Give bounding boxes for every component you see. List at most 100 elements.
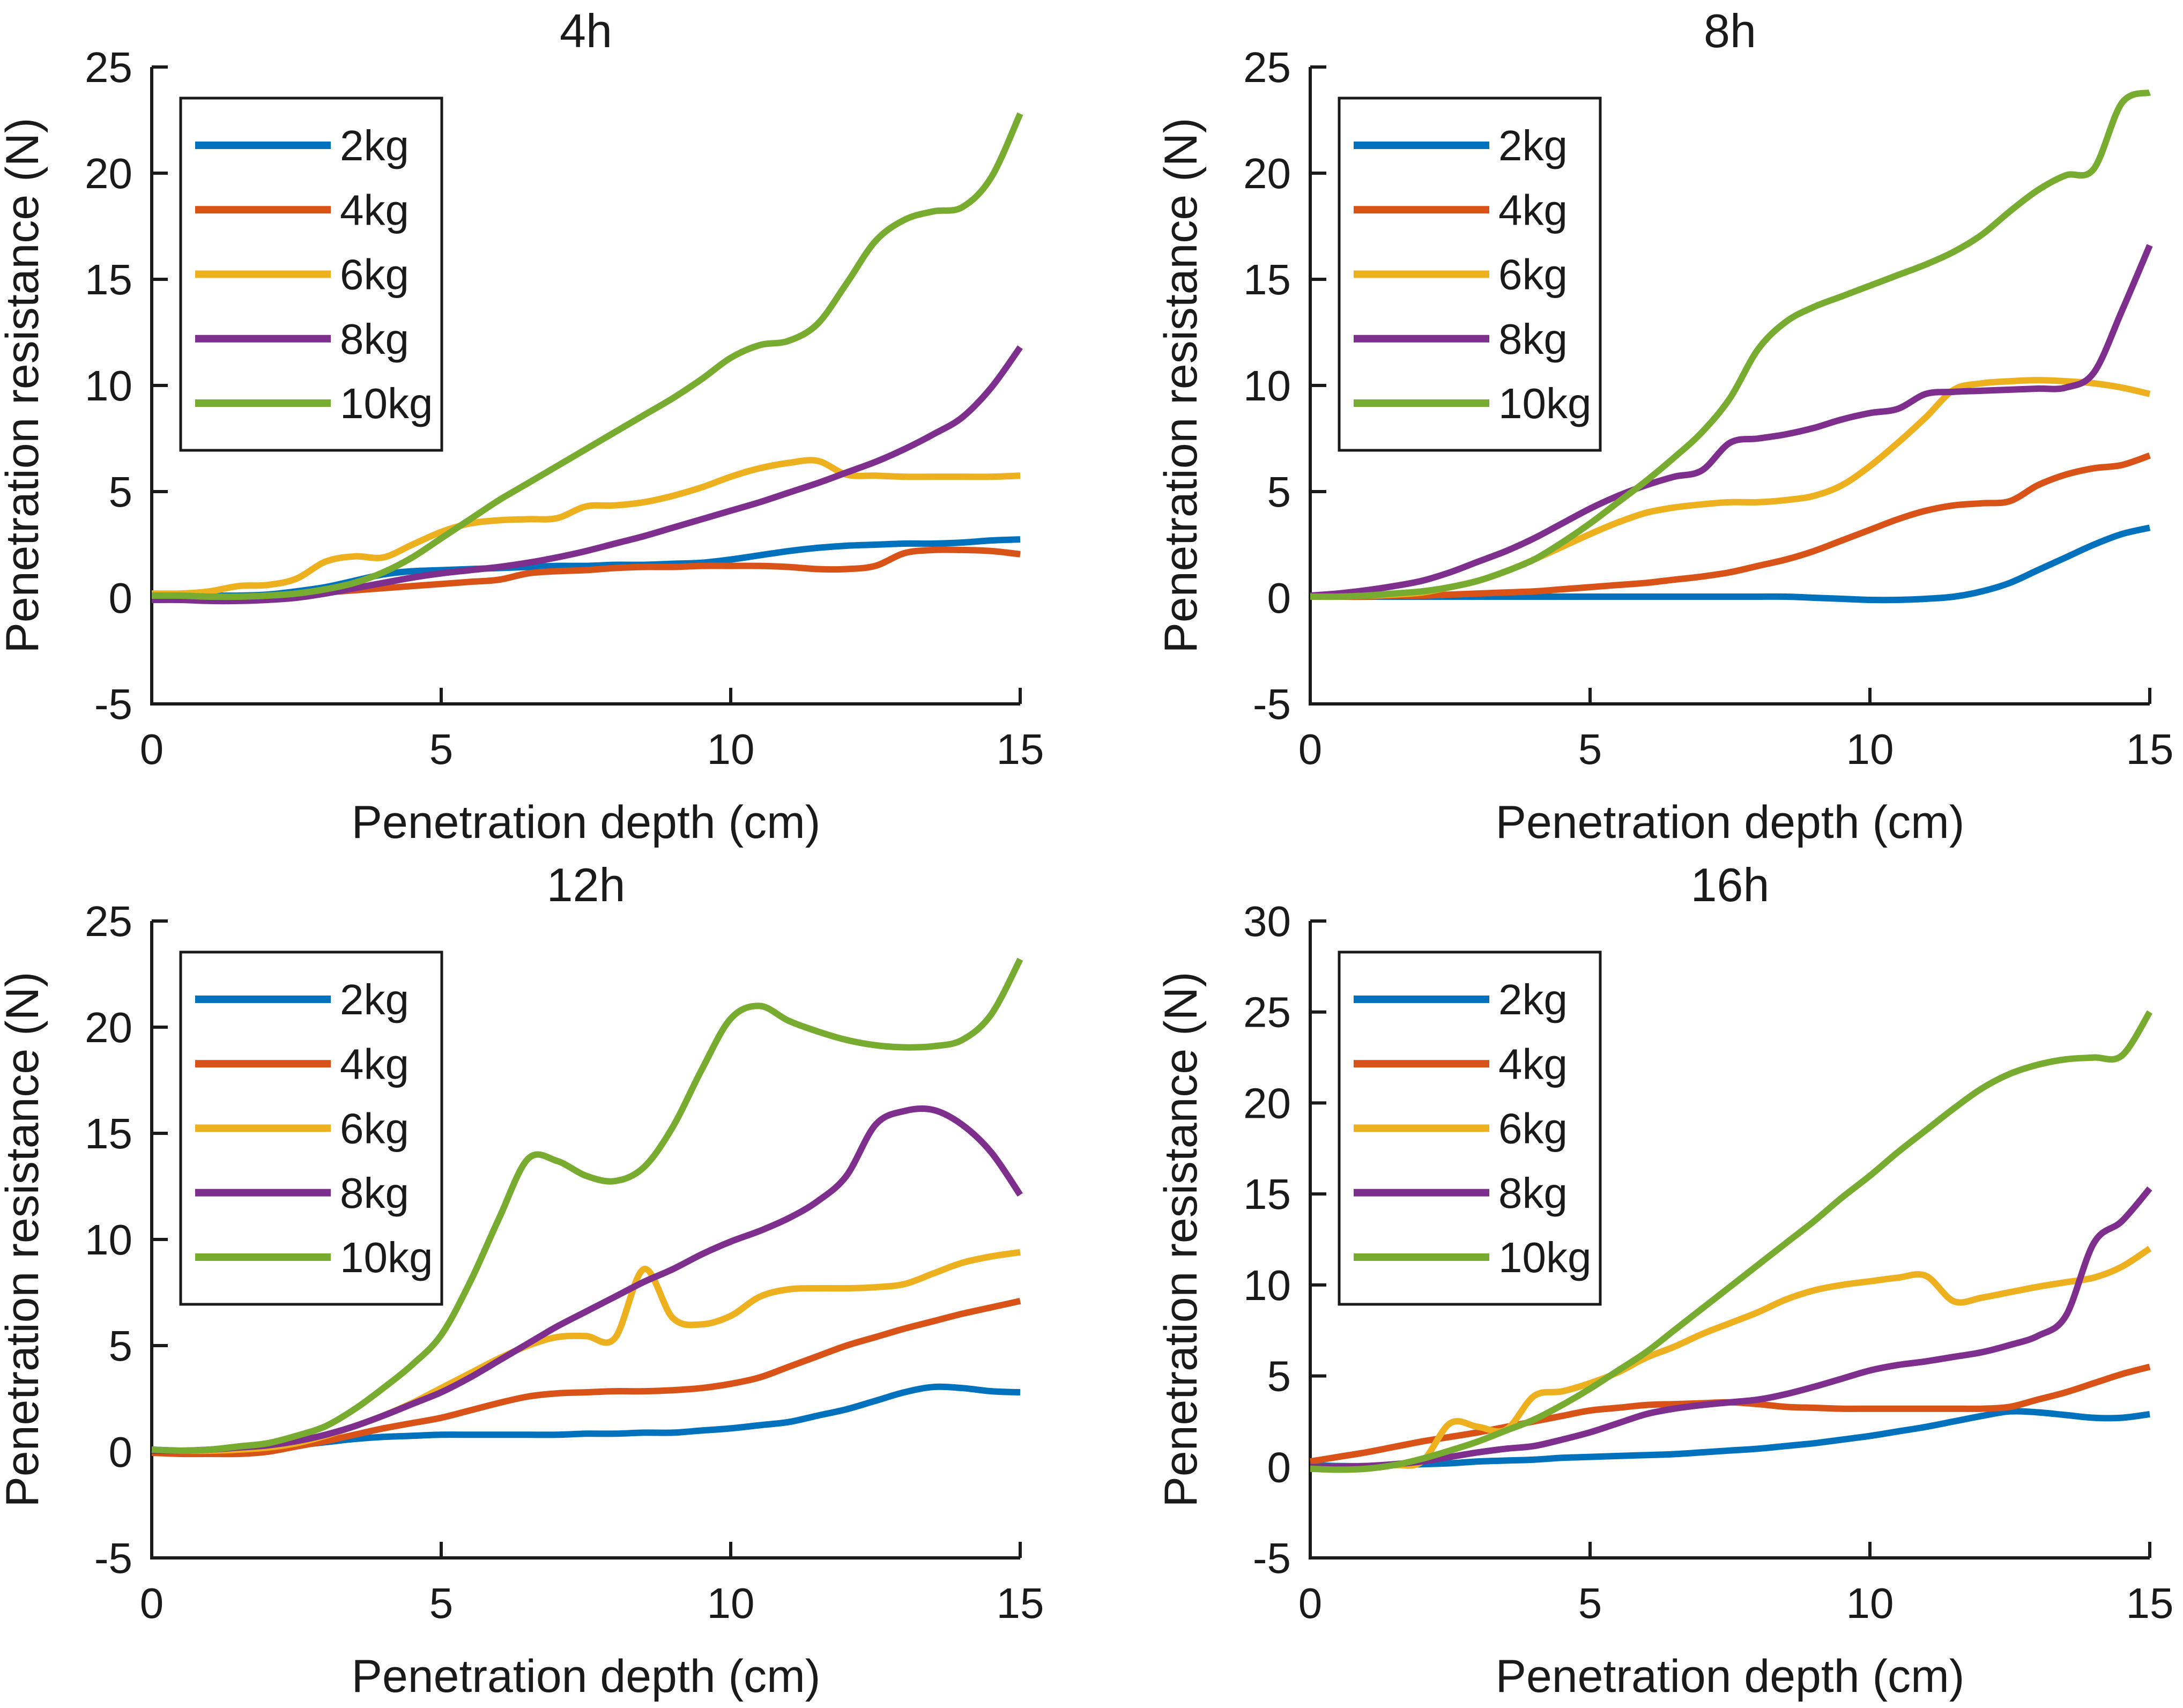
x-axis-label: Penetration depth (cm) [352, 1651, 821, 1702]
y-tick-label: 30 [1243, 897, 1291, 945]
y-tick-label: 10 [85, 1216, 132, 1264]
series-line-6kg [151, 457, 1021, 597]
legend-label-4kg: 4kg [340, 186, 409, 234]
y-tick-label: 25 [85, 43, 132, 91]
chart-16h: 16h Penetration depth (cm) Penetration res… [1092, 854, 2183, 1708]
series-line-10kg [151, 957, 1023, 1454]
series-line-6kg [1310, 1245, 2152, 1471]
y-tick-label: -5 [94, 1534, 132, 1582]
legend-label-6kg: 6kg [1498, 1105, 1568, 1153]
legend-label-4kg: 4kg [340, 1040, 409, 1088]
series-line-8kg [1310, 1186, 2152, 1471]
chart-title: 16h [1691, 858, 1770, 911]
x-tick-label: 10 [1846, 725, 1894, 773]
legend-label-10kg: 10kg [1498, 380, 1591, 427]
y-tick-label: 15 [1243, 1170, 1291, 1218]
x-tick-label: 15 [2126, 1579, 2174, 1627]
chart-svg: 8h Penetration depth (cm) Penetration resi… [1155, 4, 2174, 848]
series-line-2kg [1310, 1408, 2150, 1469]
chart-svg: 4h Penetration depth (cm) Penetration resi… [0, 4, 1044, 848]
legend-label-10kg: 10kg [340, 380, 433, 427]
legend-label-8kg: 8kg [340, 1169, 409, 1217]
x-tick-label: 10 [707, 1579, 755, 1627]
legend: 2kg 4kg 6kg 8kg 10kg [179, 96, 443, 452]
x-tick-label: 5 [429, 725, 454, 773]
x-tick-label: 15 [2126, 725, 2174, 773]
legend-label-2kg: 2kg [340, 122, 409, 169]
y-tick-label: 0 [109, 574, 133, 622]
legend-label-8kg: 8kg [1498, 315, 1568, 363]
chart-svg: 16h Penetration depth (cm) Penetration res… [1155, 858, 2174, 1702]
legend-label-2kg: 2kg [1498, 122, 1568, 169]
x-tick-label: 0 [140, 1579, 164, 1627]
x-axis-label: Penetration depth (cm) [1496, 797, 1965, 848]
series-line-10kg [1310, 89, 2151, 600]
y-tick-label: -5 [94, 680, 132, 728]
legend-label-4kg: 4kg [1498, 1040, 1568, 1088]
chart-title: 12h [547, 858, 626, 911]
y-tick-label: 5 [109, 1322, 133, 1370]
y-tick-label: 20 [1243, 150, 1291, 197]
y-tick-label: 25 [85, 897, 132, 945]
x-axis-label: Penetration depth (cm) [1496, 1651, 1965, 1702]
legend-label-8kg: 8kg [1498, 1169, 1568, 1217]
y-axis-label: Penetration resistance (N) [0, 118, 48, 654]
legend: 2kg 4kg 6kg 8kg 10kg [1338, 96, 1602, 452]
y-tick-label: 5 [1267, 1353, 1291, 1400]
y-tick-label: 10 [1243, 362, 1291, 410]
y-axis-label: Penetration resistance (N) [1155, 972, 1207, 1508]
x-tick-label: 0 [140, 725, 164, 773]
x-tick-label: 10 [1846, 1579, 1894, 1627]
legend-label-6kg: 6kg [340, 251, 409, 299]
x-tick-label: 5 [429, 1579, 454, 1627]
y-tick-label: 10 [1243, 1261, 1291, 1309]
y-axis-label: Penetration resistance (N) [0, 972, 48, 1508]
chart-title: 4h [560, 4, 612, 57]
y-tick-label: 15 [1243, 256, 1291, 303]
x-tick-label: 0 [1298, 1579, 1323, 1627]
legend-label-8kg: 8kg [340, 315, 409, 363]
legend-label-10kg: 10kg [340, 1234, 433, 1281]
x-tick-label: 15 [997, 1579, 1044, 1627]
x-tick-label: 10 [707, 725, 755, 773]
y-tick-label: -5 [1253, 680, 1291, 728]
y-tick-label: 25 [1243, 43, 1291, 91]
chart-8h: 8h Penetration depth (cm) Penetration resi… [1092, 0, 2183, 854]
legend-label-6kg: 6kg [340, 1105, 409, 1153]
y-tick-label: 15 [85, 1110, 132, 1157]
series-line-10kg [1310, 1010, 2153, 1473]
legend: 2kg 4kg 6kg 8kg 10kg [1338, 950, 1602, 1306]
y-tick-label: 15 [85, 256, 132, 303]
y-tick-label: 0 [109, 1428, 133, 1476]
legend-label-2kg: 2kg [340, 976, 409, 1023]
y-tick-label: 5 [109, 468, 133, 516]
y-axis-label: Penetration resistance (N) [1155, 118, 1207, 654]
chart-svg: 12h Penetration depth (cm) Penetration res… [0, 858, 1044, 1702]
series-line-10kg [151, 112, 1023, 600]
series-line-8kg [1310, 244, 2153, 599]
legend-label-4kg: 4kg [1498, 186, 1568, 234]
x-tick-label: 15 [997, 725, 1044, 773]
legend-label-2kg: 2kg [1498, 976, 1568, 1023]
y-tick-label: 5 [1267, 468, 1291, 516]
series-line-4kg [1310, 452, 2151, 600]
y-tick-label: 10 [85, 362, 132, 410]
y-tick-label: -5 [1253, 1534, 1291, 1582]
y-tick-label: 25 [1243, 989, 1291, 1036]
x-tick-label: 0 [1298, 725, 1323, 773]
y-tick-label: 20 [85, 150, 132, 197]
chart-4h: 4h Penetration depth (cm) Penetration resi… [0, 0, 1092, 854]
series-line-8kg [151, 345, 1023, 605]
y-tick-label: 0 [1267, 1443, 1291, 1491]
x-tick-label: 5 [1578, 725, 1602, 773]
legend-label-10kg: 10kg [1498, 1234, 1591, 1281]
y-tick-label: 20 [85, 1004, 132, 1051]
series-line-4kg [152, 546, 1021, 600]
chart-12h: 12h Penetration depth (cm) Penetration res… [0, 854, 1092, 1708]
series-line-8kg [151, 1105, 1023, 1454]
chart-title: 8h [1704, 4, 1756, 57]
y-tick-label: 0 [1267, 574, 1291, 622]
y-tick-label: 20 [1243, 1079, 1291, 1127]
x-axis-label: Penetration depth (cm) [352, 797, 821, 848]
